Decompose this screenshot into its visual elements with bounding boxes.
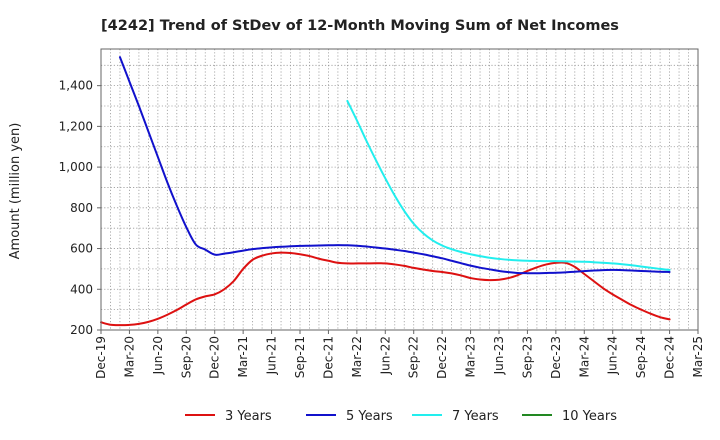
legend-label-4: 10 Years (562, 409, 617, 424)
plot-area (101, 49, 698, 330)
x-tick-label: Mar-25 (691, 336, 705, 377)
x-tick-label: Sep-20 (179, 336, 193, 378)
legend-label-3: 7 Years (452, 409, 499, 424)
series-layer (100, 56, 671, 327)
x-tick-label: Mar-23 (464, 336, 478, 377)
x-tick-label: Jun-20 (151, 336, 165, 375)
x-tick-label: Dec-23 (549, 336, 563, 379)
y-tick-label: 1,200 (59, 119, 93, 133)
series-line-3 (346, 99, 671, 271)
legend: 3 Years 5 Years 7 Years 10 Years (185, 409, 617, 424)
x-tick-label: Mar-20 (122, 336, 136, 377)
x-tick-label: Dec-21 (321, 336, 335, 379)
x-tick-label: Dec-20 (208, 336, 222, 379)
x-tick-label: Dec-22 (435, 336, 449, 379)
legend-label-1: 3 Years (225, 409, 272, 424)
x-tick-label: Mar-22 (350, 336, 364, 377)
plot-frame (100, 48, 699, 331)
y-tick-label: 200 (70, 323, 93, 337)
x-tick-label: Jun-23 (492, 336, 506, 375)
x-tick-label: Dec-24 (663, 336, 677, 379)
y-axis-label: Amount (million yen) (8, 123, 23, 260)
y-ticks: 200 400 600 800 1,000 1,200 1,400 (59, 79, 101, 337)
x-tick-label: Mar-24 (577, 336, 591, 377)
x-tick-label: Jun-22 (378, 336, 392, 375)
x-tick-label: Dec-19 (94, 336, 108, 379)
x-tick-label: Jun-24 (606, 336, 620, 375)
x-tick-label: Sep-24 (634, 336, 648, 378)
x-tick-label: Sep-21 (293, 336, 307, 378)
series-line-1 (100, 251, 671, 327)
chart-title: [4242] Trend of StDev of 12-Month Moving… (101, 18, 619, 34)
y-tick-label: 400 (70, 282, 93, 296)
x-tick-label: Sep-22 (407, 336, 421, 378)
x-tick-label: Jun-21 (265, 336, 279, 375)
y-tick-label: 1,400 (59, 79, 93, 93)
y-tick-label: 1,000 (59, 160, 93, 174)
y-tick-label: 800 (70, 201, 93, 215)
x-ticks: Dec-19 Mar-20 Jun-20 Sep-20 Dec-20 Mar-21 Jun-… (94, 330, 705, 379)
series-line-2 (118, 56, 671, 275)
legend-label-2: 5 Years (346, 409, 393, 424)
y-tick-label: 600 (70, 242, 93, 256)
x-tick-label: Mar-21 (236, 336, 250, 377)
x-tick-label: Sep-23 (520, 336, 534, 378)
